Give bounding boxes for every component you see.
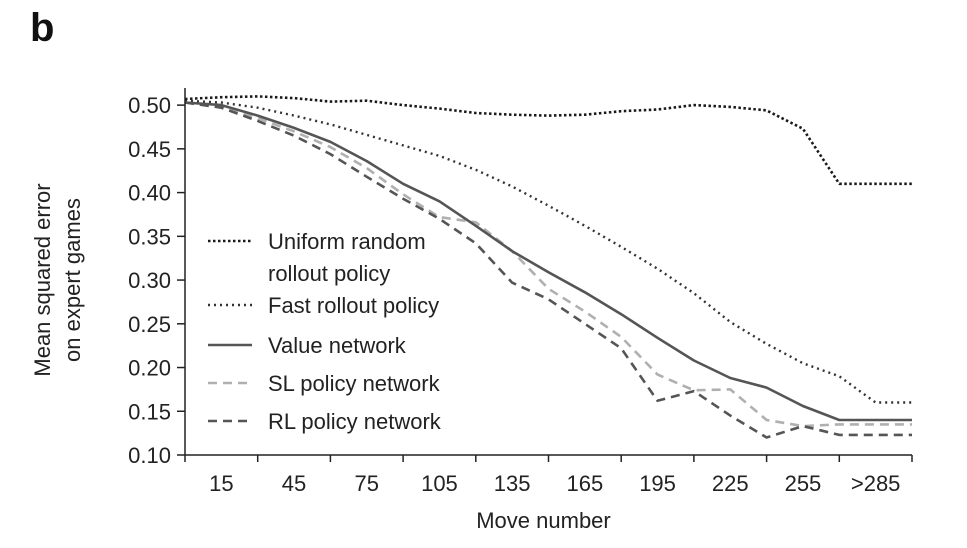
x-tick-label: 195 bbox=[639, 471, 676, 496]
legend: Uniform random rollout policy Fast rollout… bbox=[208, 229, 442, 434]
x-axis-title: Move number bbox=[476, 508, 611, 533]
plot-lines bbox=[184, 95, 912, 439]
x-tick-label: 105 bbox=[421, 471, 458, 496]
legend-label-0: Uniform random bbox=[268, 229, 426, 254]
y-tick-label: 0.30 bbox=[128, 268, 171, 293]
x-tick-label: 135 bbox=[494, 471, 531, 496]
legend-label-0: rollout policy bbox=[268, 261, 390, 286]
series-line-0 bbox=[184, 95, 912, 186]
x-tick-label: 225 bbox=[712, 471, 749, 496]
legend-label-4: RL policy network bbox=[268, 409, 442, 434]
panel-label: b bbox=[30, 6, 55, 50]
legend-label-3: SL policy network bbox=[268, 371, 441, 396]
series-line-1 bbox=[184, 99, 912, 404]
x-tick-label: >285 bbox=[851, 471, 901, 496]
y-tick-label: 0.40 bbox=[128, 181, 171, 206]
axes: 0.10 0.15 0.20 0.25 0.30 0.35 0.40 0.45 0.50 15 45… bbox=[30, 88, 913, 533]
y-tick-label: 0.50 bbox=[128, 93, 171, 118]
x-tick-label: 75 bbox=[355, 471, 379, 496]
series-line-2 bbox=[184, 101, 912, 422]
x-tick-label: 15 bbox=[209, 471, 233, 496]
y-tick-label: 0.15 bbox=[128, 399, 171, 424]
series-line-4 bbox=[184, 101, 912, 439]
y-tick-label: 0.10 bbox=[128, 443, 171, 468]
legend-label-2: Value network bbox=[268, 333, 407, 358]
y-tick-label: 0.35 bbox=[128, 224, 171, 249]
x-tick-label: 165 bbox=[566, 471, 603, 496]
x-tick-label: 255 bbox=[785, 471, 822, 496]
x-tick-label: 45 bbox=[282, 471, 306, 496]
y-tick-label: 0.45 bbox=[128, 137, 171, 162]
y-tick-label: 0.25 bbox=[128, 312, 171, 337]
legend-label-1: Fast rollout policy bbox=[268, 293, 439, 318]
series-line-3 bbox=[184, 101, 912, 428]
y-tick-label: 0.20 bbox=[128, 356, 171, 381]
y-axis-title-line: Mean squared error bbox=[30, 183, 55, 376]
y-axis-title-line: on expert games bbox=[60, 198, 85, 362]
